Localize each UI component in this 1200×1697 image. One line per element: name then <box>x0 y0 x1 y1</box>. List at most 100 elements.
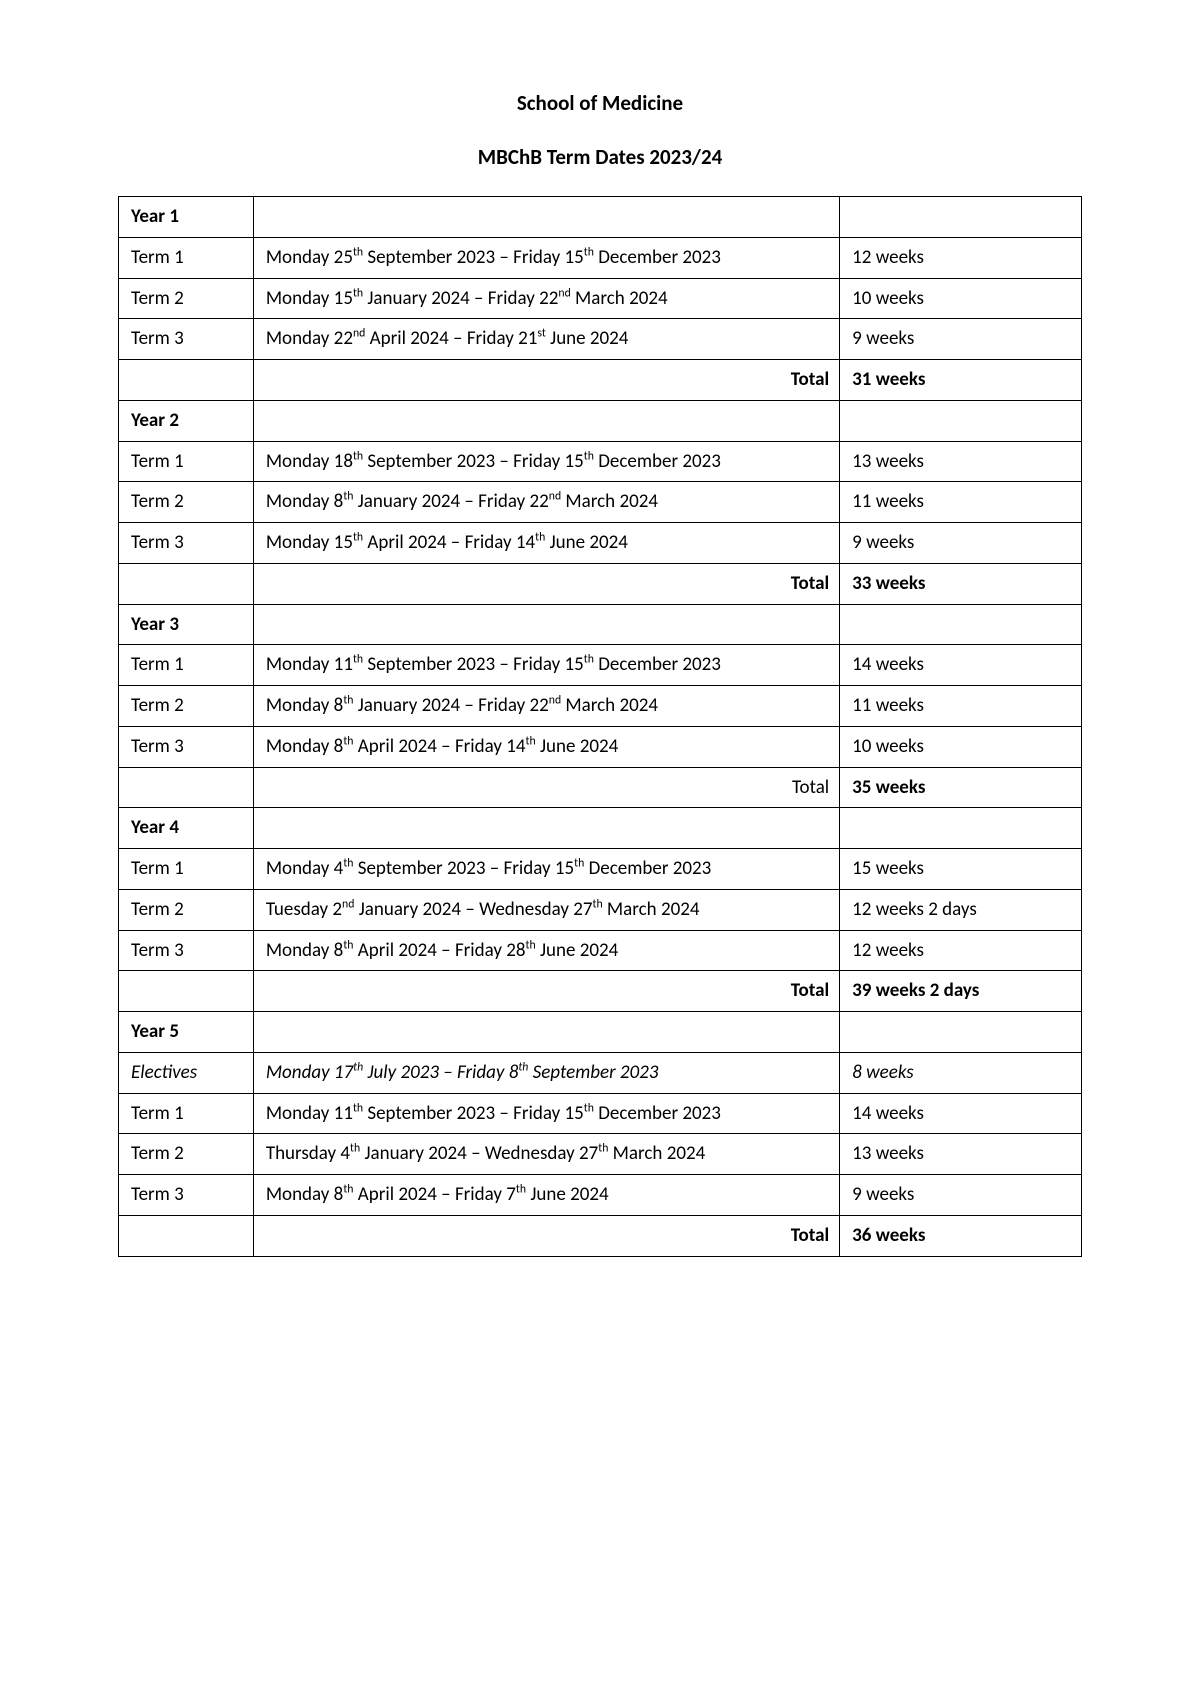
year-dates-empty <box>253 604 839 645</box>
total-value: 36 weeks <box>840 1215 1082 1256</box>
term-dates: Monday 15th April 2024 – Friday 14th Jun… <box>253 523 839 564</box>
term-dates: Monday 25th September 2023 – Friday 15th… <box>253 237 839 278</box>
year-label: Year 3 <box>119 604 254 645</box>
term-duration: 10 weeks <box>840 726 1082 767</box>
total-label: Total <box>253 360 839 401</box>
term-duration: 12 weeks 2 days <box>840 889 1082 930</box>
total-row: Total33 weeks <box>119 563 1082 604</box>
total-label-empty <box>119 360 254 401</box>
term-duration: 12 weeks <box>840 930 1082 971</box>
term-dates: Tuesday 2nd January 2024 – Wednesday 27t… <box>253 889 839 930</box>
term-duration: 11 weeks <box>840 482 1082 523</box>
term-label: Term 1 <box>119 237 254 278</box>
term-label: Term 1 <box>119 441 254 482</box>
term-duration: 13 weeks <box>840 1134 1082 1175</box>
page-title: School of Medicine <box>118 90 1082 116</box>
term-dates: Monday 8th April 2024 – Friday 14th June… <box>253 726 839 767</box>
total-label: Total <box>253 767 839 808</box>
term-duration: 14 weeks <box>840 645 1082 686</box>
year-label: Year 2 <box>119 400 254 441</box>
term-dates: Monday 11th September 2023 – Friday 15th… <box>253 645 839 686</box>
term-dates: Monday 18th September 2023 – Friday 15th… <box>253 441 839 482</box>
term-dates: Thursday 4th January 2024 – Wednesday 27… <box>253 1134 839 1175</box>
year-dates-empty <box>253 400 839 441</box>
term-duration: 13 weeks <box>840 441 1082 482</box>
term-label: Term 2 <box>119 889 254 930</box>
year-dates-empty <box>253 1012 839 1053</box>
term-label: Term 3 <box>119 1175 254 1216</box>
total-label: Total <box>253 563 839 604</box>
term-row: ElectivesMonday 17th July 2023 – Friday … <box>119 1052 1082 1093</box>
term-duration: 14 weeks <box>840 1093 1082 1134</box>
year-label: Year 4 <box>119 808 254 849</box>
term-row: Term 3Monday 8th April 2024 – Friday 28t… <box>119 930 1082 971</box>
term-dates: Monday 8th April 2024 – Friday 7th June … <box>253 1175 839 1216</box>
term-row: Term 3Monday 22nd April 2024 – Friday 21… <box>119 319 1082 360</box>
year-header-row: Year 2 <box>119 400 1082 441</box>
total-value: 35 weeks <box>840 767 1082 808</box>
term-row: Term 2Monday 8th January 2024 – Friday 2… <box>119 686 1082 727</box>
year-header-row: Year 3 <box>119 604 1082 645</box>
term-row: Term 1Monday 4th September 2023 – Friday… <box>119 849 1082 890</box>
year-duration-empty <box>840 808 1082 849</box>
term-dates: Monday 22nd April 2024 – Friday 21st Jun… <box>253 319 839 360</box>
page-subtitle: MBChB Term Dates 2023/24 <box>118 144 1082 170</box>
term-label: Term 2 <box>119 1134 254 1175</box>
total-label-empty <box>119 767 254 808</box>
term-duration: 9 weeks <box>840 319 1082 360</box>
term-row: Term 1Monday 18th September 2023 – Frida… <box>119 441 1082 482</box>
term-duration: 9 weeks <box>840 1175 1082 1216</box>
year-header-row: Year 5 <box>119 1012 1082 1053</box>
term-label: Term 2 <box>119 686 254 727</box>
term-label: Term 3 <box>119 726 254 767</box>
term-duration: 15 weeks <box>840 849 1082 890</box>
term-row: Term 2Monday 8th January 2024 – Friday 2… <box>119 482 1082 523</box>
total-value: 33 weeks <box>840 563 1082 604</box>
term-label: Term 3 <box>119 930 254 971</box>
term-row: Term 3Monday 8th April 2024 – Friday 14t… <box>119 726 1082 767</box>
term-label: Electives <box>119 1052 254 1093</box>
total-value: 31 weeks <box>840 360 1082 401</box>
term-dates: Monday 4th September 2023 – Friday 15th … <box>253 849 839 890</box>
term-duration: 9 weeks <box>840 523 1082 564</box>
term-row: Term 3Monday 15th April 2024 – Friday 14… <box>119 523 1082 564</box>
term-dates: Monday 17th July 2023 – Friday 8th Septe… <box>253 1052 839 1093</box>
year-dates-empty <box>253 808 839 849</box>
year-duration-empty <box>840 604 1082 645</box>
total-label: Total <box>253 971 839 1012</box>
total-row: Total35 weeks <box>119 767 1082 808</box>
term-duration: 12 weeks <box>840 237 1082 278</box>
total-row: Total31 weeks <box>119 360 1082 401</box>
total-row: Total39 weeks 2 days <box>119 971 1082 1012</box>
term-row: Term 2Thursday 4th January 2024 – Wednes… <box>119 1134 1082 1175</box>
term-dates: Monday 8th January 2024 – Friday 22nd Ma… <box>253 686 839 727</box>
year-duration-empty <box>840 400 1082 441</box>
term-duration: 11 weeks <box>840 686 1082 727</box>
term-dates: Monday 11th September 2023 – Friday 15th… <box>253 1093 839 1134</box>
term-label: Term 1 <box>119 645 254 686</box>
page-container: School of Medicine MBChB Term Dates 2023… <box>0 0 1200 1257</box>
total-label-empty <box>119 1215 254 1256</box>
term-duration: 10 weeks <box>840 278 1082 319</box>
term-label: Term 2 <box>119 278 254 319</box>
term-row: Term 2Tuesday 2nd January 2024 – Wednesd… <box>119 889 1082 930</box>
term-dates-table: Year 1Term 1Monday 25th September 2023 –… <box>118 196 1082 1257</box>
total-value: 39 weeks 2 days <box>840 971 1082 1012</box>
term-dates: Monday 15th January 2024 – Friday 22nd M… <box>253 278 839 319</box>
year-header-row: Year 1 <box>119 197 1082 238</box>
total-label-empty <box>119 563 254 604</box>
year-header-row: Year 4 <box>119 808 1082 849</box>
term-label: Term 1 <box>119 1093 254 1134</box>
term-dates: Monday 8th January 2024 – Friday 22nd Ma… <box>253 482 839 523</box>
term-duration: 8 weeks <box>840 1052 1082 1093</box>
term-row: Term 3Monday 8th April 2024 – Friday 7th… <box>119 1175 1082 1216</box>
term-row: Term 1Monday 11th September 2023 – Frida… <box>119 645 1082 686</box>
total-label: Total <box>253 1215 839 1256</box>
total-row: Total36 weeks <box>119 1215 1082 1256</box>
term-label: Term 2 <box>119 482 254 523</box>
year-label: Year 1 <box>119 197 254 238</box>
year-label: Year 5 <box>119 1012 254 1053</box>
term-row: Term 1Monday 25th September 2023 – Frida… <box>119 237 1082 278</box>
term-dates: Monday 8th April 2024 – Friday 28th June… <box>253 930 839 971</box>
year-duration-empty <box>840 1012 1082 1053</box>
